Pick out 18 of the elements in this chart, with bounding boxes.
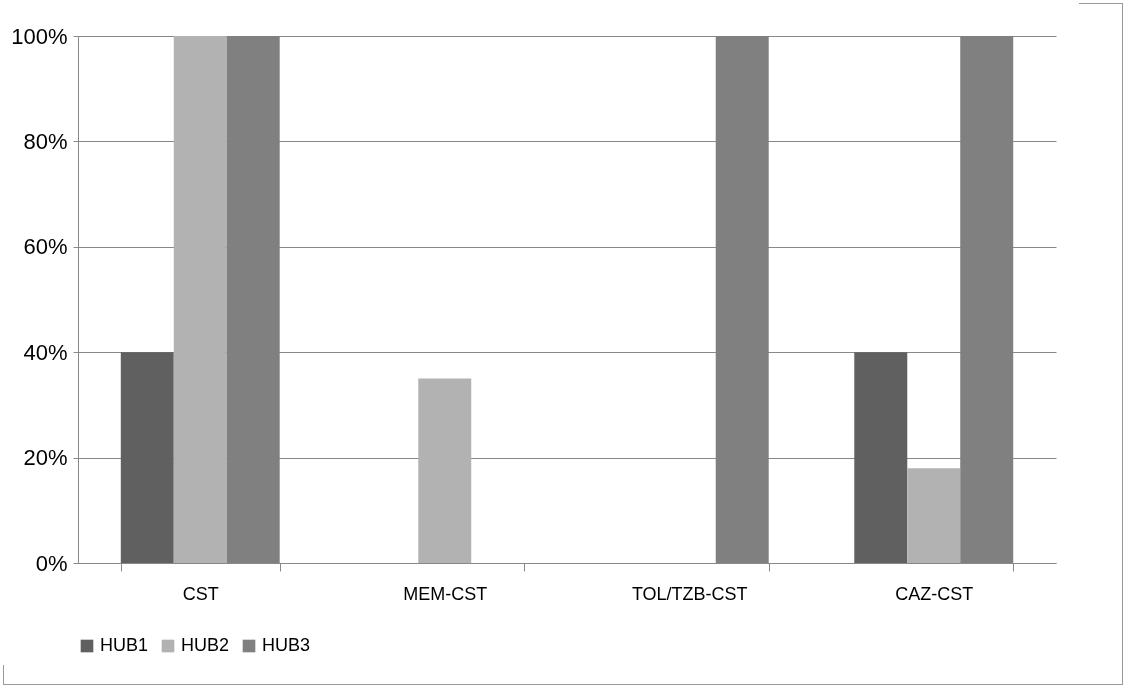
bar bbox=[173, 36, 227, 563]
y-tick-label: 0% bbox=[35, 550, 68, 576]
legend-label: HUB3 bbox=[262, 635, 311, 655]
y-tick-label: 80% bbox=[23, 128, 68, 154]
bar bbox=[418, 378, 472, 563]
y-tick-label: 100% bbox=[11, 23, 68, 49]
x-tick-label: CST bbox=[182, 583, 219, 604]
x-tick-label: MEM-CST bbox=[403, 583, 488, 604]
bar bbox=[907, 468, 961, 563]
y-tick-label: 40% bbox=[23, 339, 68, 365]
legend-label: HUB2 bbox=[181, 635, 230, 655]
legend-label: HUB1 bbox=[100, 635, 149, 655]
y-tick-label: 20% bbox=[23, 445, 68, 471]
bar bbox=[854, 352, 908, 563]
y-tick-label: 60% bbox=[23, 234, 68, 260]
x-tick-label: CAZ-CST bbox=[895, 583, 974, 604]
x-tick-label: TOL/TZB-CST bbox=[631, 583, 748, 604]
bar bbox=[120, 352, 174, 563]
